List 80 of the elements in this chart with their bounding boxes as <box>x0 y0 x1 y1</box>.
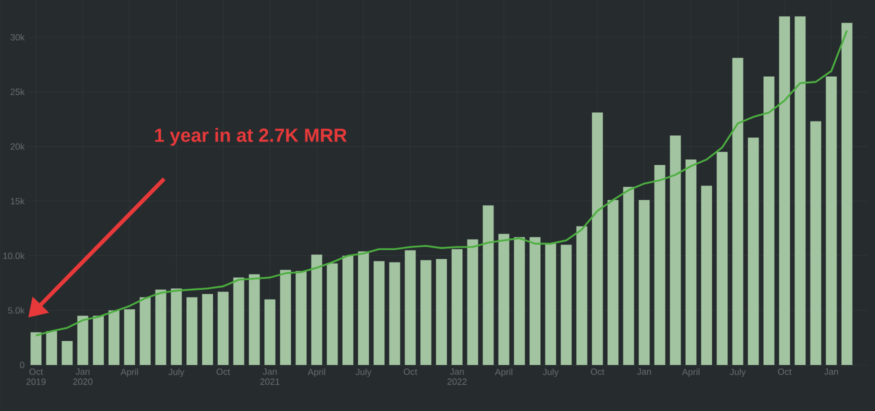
x-tick-label: April <box>494 368 512 377</box>
bar <box>560 244 572 365</box>
bar <box>46 331 58 365</box>
bar <box>514 237 525 365</box>
bar <box>186 297 198 365</box>
bar <box>389 262 400 365</box>
bar <box>498 234 510 365</box>
bar <box>794 16 806 365</box>
bar <box>670 135 681 365</box>
y-tick-label: 25k <box>10 88 25 96</box>
bar <box>311 254 322 365</box>
bar <box>264 299 276 365</box>
bar <box>452 249 463 365</box>
x-tick-label: Jan <box>824 368 838 375</box>
x-tick-label: Jan 2021 <box>260 368 280 385</box>
bar <box>62 340 73 365</box>
bar <box>108 310 120 365</box>
x-tick-label: April <box>682 368 700 377</box>
bar <box>436 258 447 365</box>
x-tick-label: July <box>356 368 372 377</box>
bar <box>170 288 182 365</box>
line-series <box>35 30 848 336</box>
bar <box>482 205 494 365</box>
bar <box>810 121 822 365</box>
bar <box>296 271 307 365</box>
bar <box>576 226 588 365</box>
bar <box>732 58 744 365</box>
y-tick-label: 5.0k <box>8 307 25 314</box>
bar <box>545 244 556 365</box>
x-tick-label: July <box>542 368 559 377</box>
bar <box>467 239 478 365</box>
bar <box>30 332 42 365</box>
x-tick-label: Jan 2022 <box>448 368 467 385</box>
bar <box>748 138 759 365</box>
x-tick-label: Jan 2020 <box>73 368 92 385</box>
bar <box>124 309 136 365</box>
bar <box>280 270 291 365</box>
bar <box>841 22 852 365</box>
bar <box>654 165 666 365</box>
annotation: 1 year in at 2.7K MRR <box>155 128 347 146</box>
bar <box>420 260 432 365</box>
bar <box>404 250 416 365</box>
x-tick-label: April <box>308 368 326 377</box>
bar <box>826 76 837 365</box>
bar <box>374 261 385 365</box>
bar <box>608 200 618 365</box>
y-tick-label: 15k <box>10 198 25 204</box>
x-tick-label: July <box>730 368 746 377</box>
y-tick-label: 30k <box>10 34 25 40</box>
x-tick-label: July <box>168 368 184 377</box>
bar <box>140 297 151 365</box>
x-tick-label: April <box>120 368 138 377</box>
x-tick-label: Oct 2019 <box>26 368 46 385</box>
bar <box>763 76 774 365</box>
bar <box>358 251 369 365</box>
bar <box>326 263 338 365</box>
bar <box>248 274 260 365</box>
bar <box>202 294 214 365</box>
y-tick-label: 10.0k <box>3 252 25 260</box>
y-tick-label: 0 <box>20 362 24 368</box>
bar <box>701 186 712 365</box>
x-tick-label: Oct <box>590 368 604 375</box>
bar <box>623 186 634 365</box>
bar <box>592 112 603 365</box>
bar <box>716 152 728 365</box>
y-tick-label: 20k <box>10 143 25 150</box>
x-tick-label: Oct <box>778 368 792 375</box>
bar <box>77 316 88 365</box>
x-tick-label: Oct <box>404 368 418 375</box>
bar <box>530 237 540 365</box>
bar <box>155 290 166 365</box>
x-tick-label: Oct <box>216 368 230 375</box>
bar <box>92 316 104 365</box>
bar <box>638 200 650 365</box>
bar <box>686 160 696 365</box>
bar <box>779 16 790 365</box>
bar <box>218 292 229 365</box>
x-tick-label: Jan <box>637 368 651 375</box>
bar <box>342 256 354 365</box>
bar <box>233 278 244 365</box>
